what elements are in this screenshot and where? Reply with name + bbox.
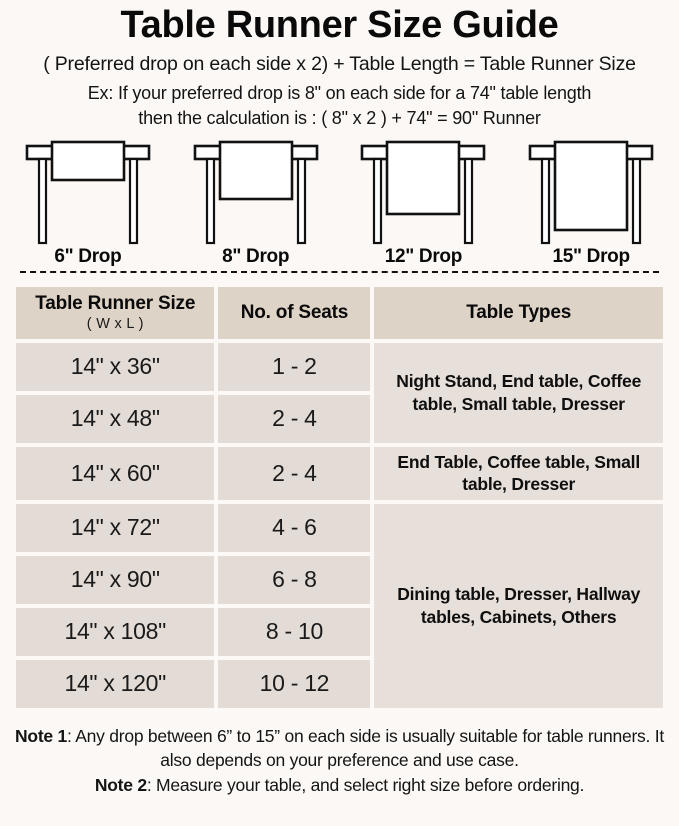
cell-seats: 8 - 10 [218,607,371,656]
cell-runner-size: 14" x 120" [16,659,215,708]
cell-table-types: Dining table, Dresser, Hallway tables, C… [374,503,663,708]
table-row: 14" x 36" 1 - 2 Night Stand, End table, … [16,342,663,443]
example-line-2: then the calculation is : ( 8" x 2 ) + 7… [138,108,541,129]
table-with-runner-icon [528,140,654,244]
drop-diagram-12in: 12" Drop [340,140,508,268]
cell-table-types: End Table, Coffee table, Small table, Dr… [374,446,663,500]
cell-runner-size: 14" x 72" [16,503,215,552]
table-row: 14" x 108" 8 - 10 [16,607,663,656]
cell-seats: 1 - 2 [218,342,371,391]
column-header-size: Table Runner Size ( W x L ) [16,286,215,339]
column-header-seats: No. of Seats [218,286,371,339]
drop-diagram-8in: 8" Drop [172,140,340,268]
table-with-runner-icon [361,140,486,244]
table-row: 14" x 72" 4 - 6 Dining table, Dresser, H… [16,503,663,708]
column-header-size-label: Table Runner Size [35,292,196,314]
table-header-row: Table Runner Size ( W x L ) No. of Seats… [16,286,663,339]
drop-diagram-strip: 6" Drop 8" Drop 12" Drop [0,140,679,268]
column-header-size-sublabel: ( W x L ) [86,315,144,332]
drop-label: 8" Drop [222,245,290,267]
cell-seats: 4 - 6 [218,503,371,552]
table-with-runner-icon [25,140,151,244]
cell-seats: 6 - 8 [218,555,371,604]
table-row: 14" x 60" 2 - 4 End Table, Coffee table,… [16,446,663,500]
cell-runner-size: 14" x 90" [16,555,215,604]
cell-runner-size: 14" x 60" [16,446,215,500]
size-guide-table: Table Runner Size ( W x L ) No. of Seats… [12,283,667,712]
cell-seats: 10 - 12 [218,659,371,708]
drop-label: 6" Drop [54,245,122,267]
table-row: 14" x 120" 10 - 12 [16,659,663,708]
notes-block: Note 1: Any drop between 6” to 15” on ea… [10,724,669,799]
drop-label: 12" Drop [384,245,463,267]
drop-diagram-15in: 15" Drop [507,140,675,268]
table-row: 14" x 48" 2 - 4 [16,394,663,443]
header-block: Table Runner Size Guide ( Preferred drop… [0,0,679,132]
cell-runner-size: 14" x 36" [16,342,215,391]
cell-runner-size: 14" x 48" [16,394,215,443]
note-2: Note 2: Measure your table, and select r… [10,773,669,798]
note-2-label: Note 2 [94,775,147,796]
section-divider [20,270,659,273]
cell-seats: 2 - 4 [218,446,371,500]
note-2-text: : Measure your table, and select right s… [146,775,585,796]
cell-table-types: Night Stand, End table, Coffee table, Sm… [374,342,663,443]
example-line-1: Ex: If your preferred drop is 8" on each… [87,82,592,103]
cell-runner-size: 14" x 108" [16,607,215,656]
note-1-label: Note 1 [15,725,67,746]
cell-seats: 2 - 4 [218,394,371,443]
note-1: Note 1: Any drop between 6” to 15” on ea… [10,724,669,774]
note-1-text: : Any drop between 6” to 15” on each sid… [67,725,664,771]
formula-line: ( Preferred drop on each side x 2) + Tab… [43,52,636,75]
column-header-types: Table Types [374,286,663,339]
page-title: Table Runner Size Guide [120,4,559,46]
drop-diagram-6in: 6" Drop [4,140,172,268]
drop-label: 15" Drop [552,245,630,267]
table-with-runner-icon [193,140,318,244]
table-row: 14" x 90" 6 - 8 [16,555,663,604]
